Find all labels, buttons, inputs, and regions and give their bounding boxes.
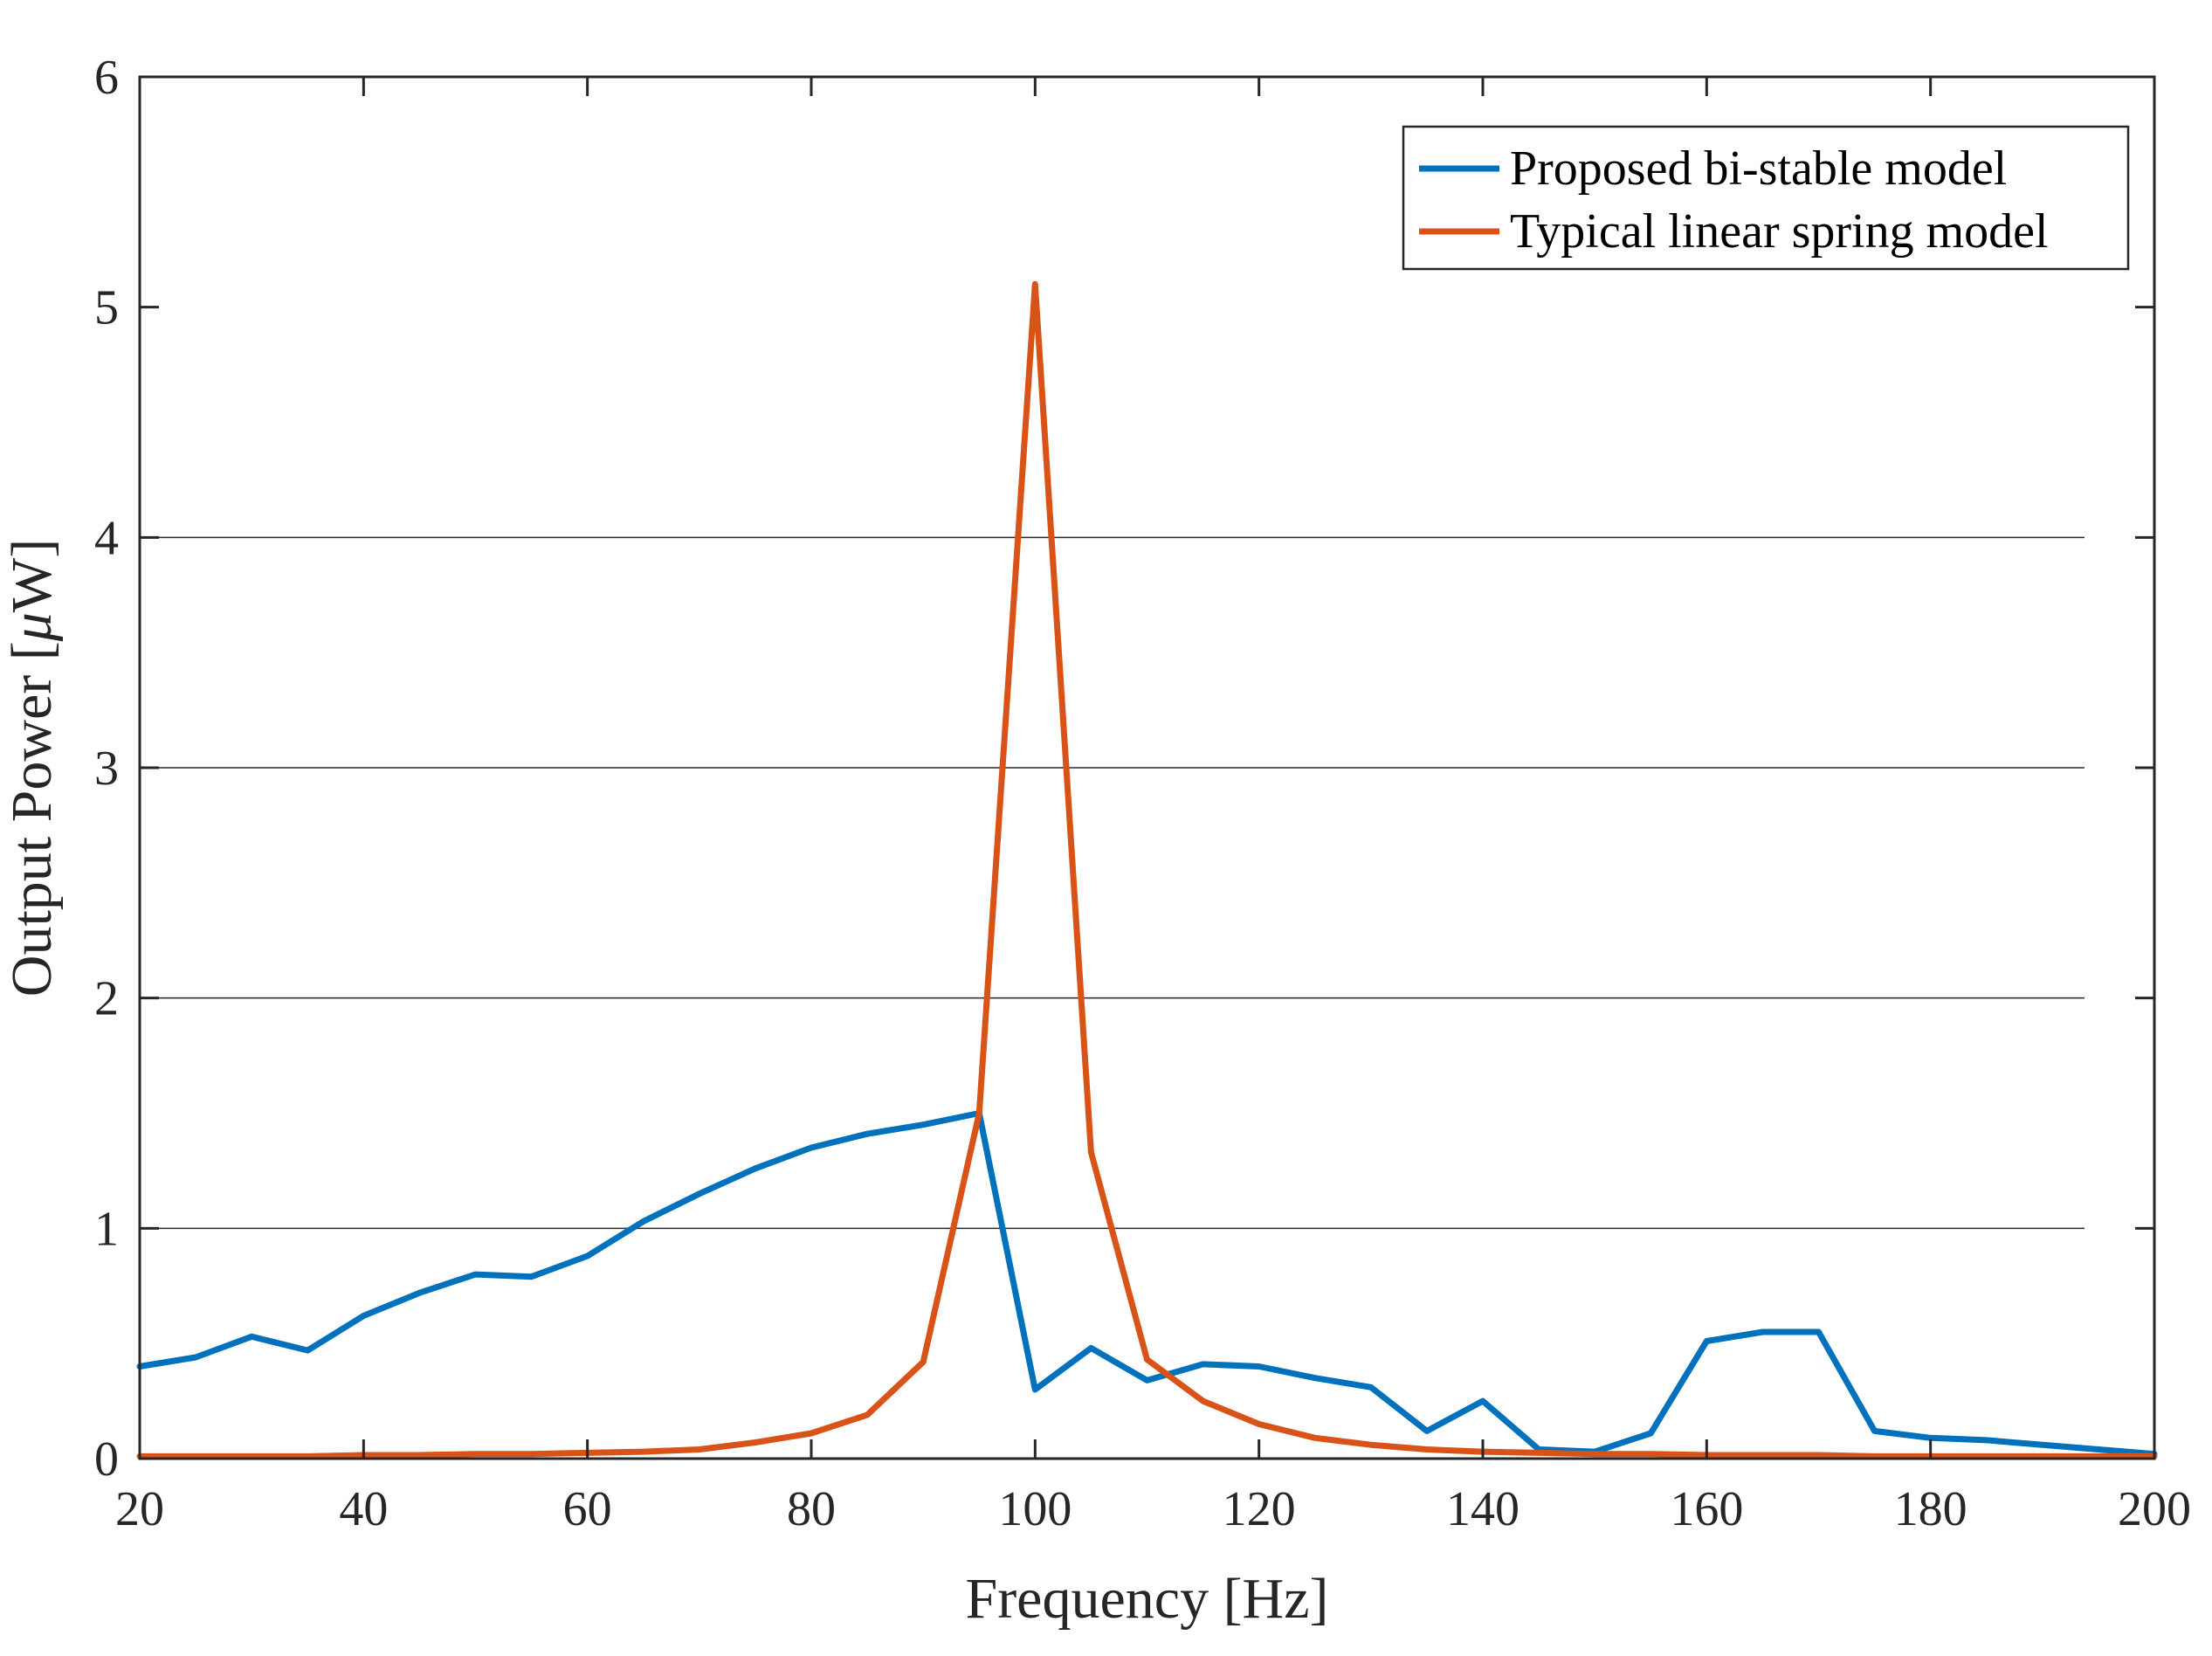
x-tick-label-200: 200: [2118, 1482, 2191, 1536]
x-tick-label-60: 60: [563, 1482, 612, 1536]
y-tick-label-0: 0: [94, 1432, 119, 1487]
y-tick-label-1: 1: [94, 1202, 119, 1256]
legend: Proposed bi-stable model Typical linear …: [1402, 125, 2130, 271]
legend-box: [1402, 125, 2130, 271]
y-tick-label-5: 5: [94, 281, 119, 335]
x-tick-label-80: 80: [787, 1482, 836, 1536]
legend-label-linear: Typical linear spring model: [1510, 204, 2049, 259]
x-tick-label-20: 20: [115, 1482, 164, 1536]
x-tick-label-180: 180: [1894, 1482, 1967, 1536]
x-tick-label-40: 40: [339, 1482, 388, 1536]
x-tick-label-120: 120: [1223, 1482, 1296, 1536]
y-axis-title: Output Power [μW]: [0, 539, 64, 997]
y-axis-title-mu: μ: [0, 612, 64, 642]
y-axis-title-suffix: W]: [0, 539, 64, 612]
axis-ticks: [138, 75, 2156, 1460]
y-axis-title-prefix: Output Power [: [0, 641, 64, 997]
series-line-linear: [136, 280, 2158, 1459]
x-axis-title: Frequency [Hz]: [966, 1567, 1329, 1631]
x-tick-label-140: 140: [1446, 1482, 1519, 1536]
series-line-proposed: [136, 1110, 2158, 1458]
axis-tick-labels: 20 40 60 80 100 120 140 160 180 200 0 1 2 3 4 5 6: [94, 51, 2191, 1536]
x-tick-label-160: 160: [1670, 1482, 1743, 1536]
y-tick-label-6: 6: [94, 51, 119, 105]
gridlines: [140, 536, 2085, 1230]
y-tick-label-4: 4: [94, 511, 119, 565]
series-lines: [136, 280, 2158, 1459]
y-tick-label-3: 3: [94, 742, 119, 796]
legend-label-proposed: Proposed bi-stable model: [1510, 141, 2007, 196]
x-tick-label-100: 100: [998, 1482, 1072, 1536]
y-tick-label-2: 2: [94, 972, 119, 1026]
